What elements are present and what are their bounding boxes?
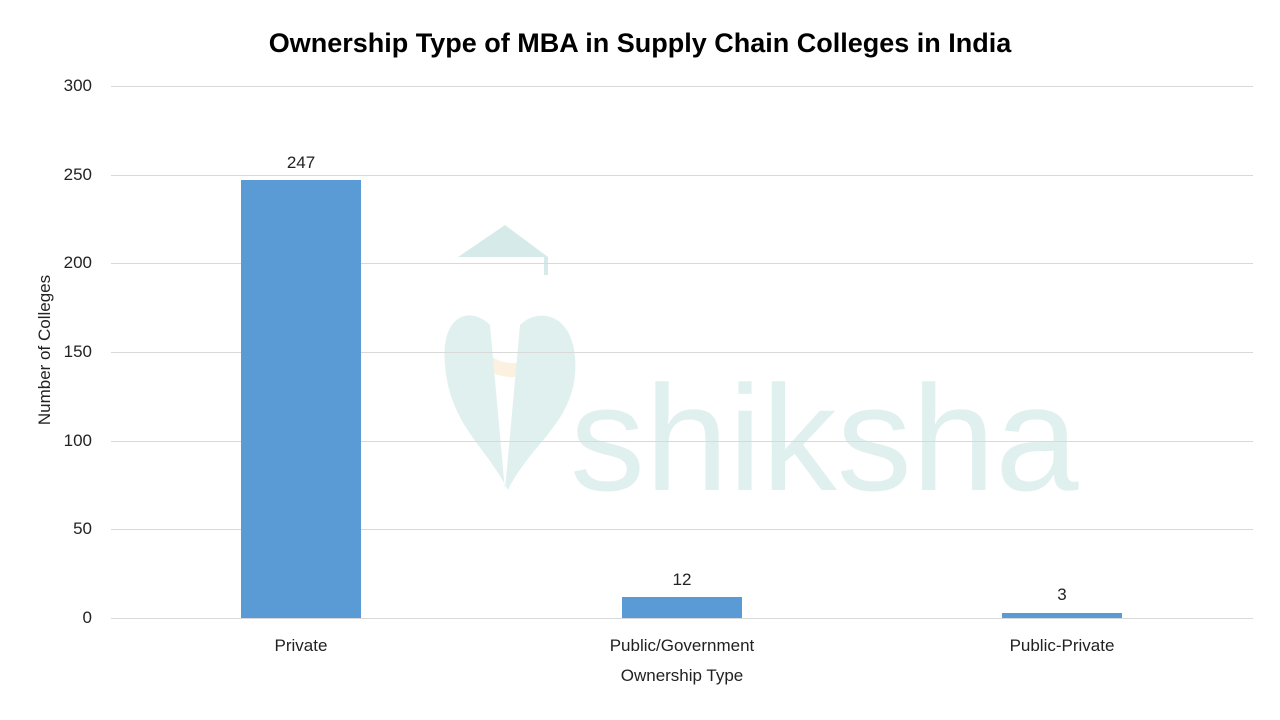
gridline-300 — [111, 86, 1253, 87]
gridline-100 — [111, 441, 1253, 442]
x-axis-line — [111, 618, 1253, 619]
x-tick: Private — [274, 636, 328, 655]
gridline-50 — [111, 529, 1253, 530]
x-tick: Public/Government — [609, 636, 755, 655]
y-tick: 100 — [63, 431, 92, 450]
gridline-200 — [111, 263, 1253, 264]
x-tick: Public-Private — [1009, 636, 1115, 655]
bar-public-private — [1002, 613, 1122, 618]
bar-private — [241, 180, 361, 618]
data-label: 12 — [672, 570, 692, 589]
shiksha-watermark-logo: shiksha — [444, 225, 1079, 495]
gridline-250 — [111, 175, 1253, 176]
data-label: 247 — [286, 153, 316, 172]
y-tick: 200 — [63, 253, 92, 272]
svg-text:shiksha: shiksha — [570, 354, 1079, 495]
data-label: 3 — [1057, 585, 1067, 604]
y-tick: 300 — [63, 76, 92, 95]
x-axis-label: Ownership Type — [620, 666, 744, 685]
y-tick: 250 — [63, 165, 92, 184]
bar-public-government — [622, 597, 742, 618]
y-axis-label: Number of Colleges — [35, 274, 54, 426]
y-tick: 150 — [63, 342, 92, 361]
y-tick: 50 — [73, 519, 92, 538]
gridline-150 — [111, 352, 1253, 353]
chart-title: Ownership Type of MBA in Supply Chain Co… — [268, 28, 1012, 58]
y-tick: 0 — [82, 608, 92, 627]
